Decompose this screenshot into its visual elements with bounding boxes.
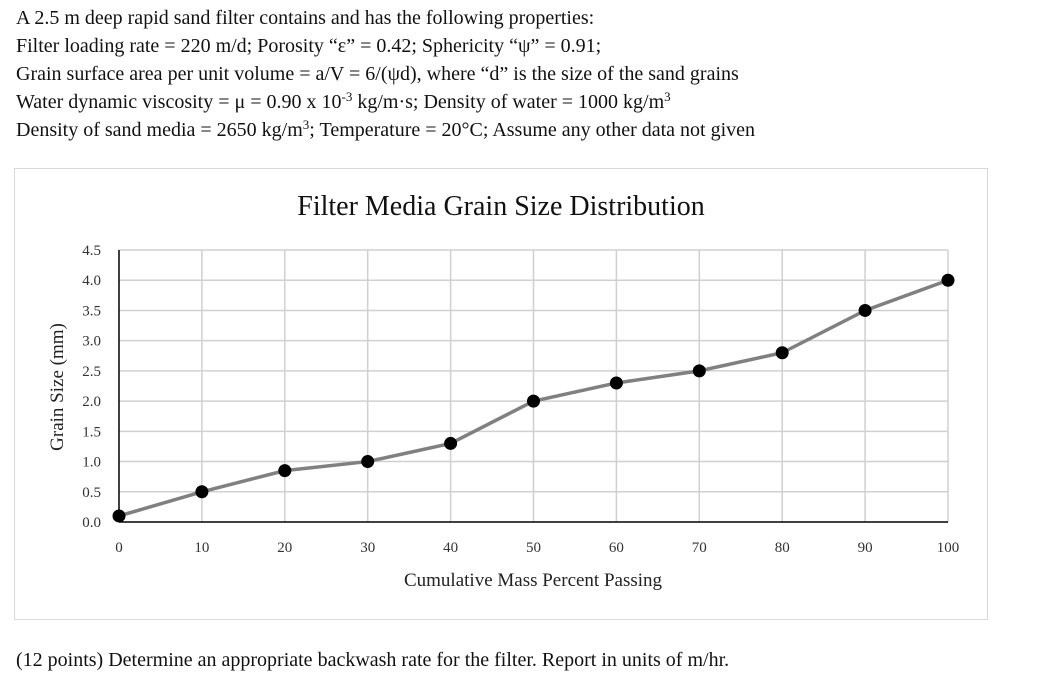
y-tick-label: 0.0: [82, 515, 101, 531]
viscosity-exponent: -3: [341, 89, 353, 104]
data-point: [195, 485, 209, 499]
y-axis-label: Grain Size (mm): [47, 323, 68, 451]
sand-density-exponent: 3: [302, 117, 310, 132]
problem-line-4: Water dynamic viscosity = μ = 0.90 x 10-…: [16, 88, 1046, 116]
problem-line-1: A 2.5 m deep rapid sand filter contains …: [16, 7, 595, 29]
data-point: [112, 509, 126, 523]
axes: [118, 250, 948, 523]
problem-statement: A 2.5 m deep rapid sand filter contains …: [16, 4, 1046, 144]
chart-container: Filter Media Grain Size Distribution Cum…: [14, 168, 988, 620]
data-point: [278, 464, 292, 478]
y-tick-label: 2.0: [82, 394, 101, 410]
data-series: [112, 273, 955, 523]
y-tick-label: 2.5: [82, 364, 101, 380]
water-density-text: kg/m·s; Density of water = 1000 kg/m: [352, 91, 665, 113]
data-point: [361, 455, 375, 469]
data-point: [858, 303, 872, 317]
data-point: [775, 346, 789, 360]
y-tick-label: 4.5: [82, 243, 101, 259]
x-tick-label: 20: [277, 540, 292, 556]
water-density-exponent: 3: [664, 89, 671, 104]
data-point: [941, 273, 955, 287]
problem-line-3: Grain surface area per unit volume = a/V…: [16, 63, 739, 85]
x-tick-label: 100: [937, 540, 960, 556]
data-point: [444, 436, 458, 450]
tick-labels: 0 10 20 30 40 50 60 70 80 90 100 0.0 0.5 1.0 1.5 2.0 2.5…: [82, 243, 959, 556]
x-tick-label: 70: [692, 540, 707, 556]
x-tick-label: 60: [609, 540, 624, 556]
chart-title: Filter Media Grain Size Distribution: [297, 191, 705, 222]
data-point: [692, 364, 706, 378]
x-tick-label: 10: [194, 540, 209, 556]
data-point: [527, 394, 540, 408]
x-axis-label: Cumulative Mass Percent Passing: [404, 570, 663, 591]
temperature-text: ; Temperature = 20°C; Assume any other d…: [309, 119, 756, 141]
x-tick-label: 80: [775, 540, 790, 556]
sand-density-text: Density of sand media = 2650 kg/m: [16, 119, 303, 141]
x-tick-label: 50: [526, 540, 541, 556]
viscosity-text: Water dynamic viscosity = μ = 0.90 x 10: [16, 91, 342, 113]
y-tick-label: 1.0: [82, 455, 101, 471]
question-text: (12 points) Determine an appropriate bac…: [16, 649, 730, 671]
problem-line-2: Filter loading rate = 220 m/d; Porosity …: [16, 35, 602, 57]
y-tick-label: 4.0: [82, 273, 101, 289]
grain-size-chart: Filter Media Grain Size Distribution Cum…: [47, 191, 959, 591]
y-tick-label: 3.0: [82, 334, 101, 350]
x-tick-label: 40: [443, 540, 458, 556]
x-tick-label: 90: [858, 540, 873, 556]
data-point: [609, 376, 623, 390]
x-tick-label: 0: [115, 540, 123, 556]
x-tick-label: 30: [360, 540, 375, 556]
y-tick-label: 3.5: [82, 303, 101, 319]
y-tick-label: 0.5: [82, 485, 101, 501]
problem-line-5: Density of sand media = 2650 kg/m3; Temp…: [16, 116, 1046, 144]
y-tick-label: 1.5: [82, 424, 101, 440]
